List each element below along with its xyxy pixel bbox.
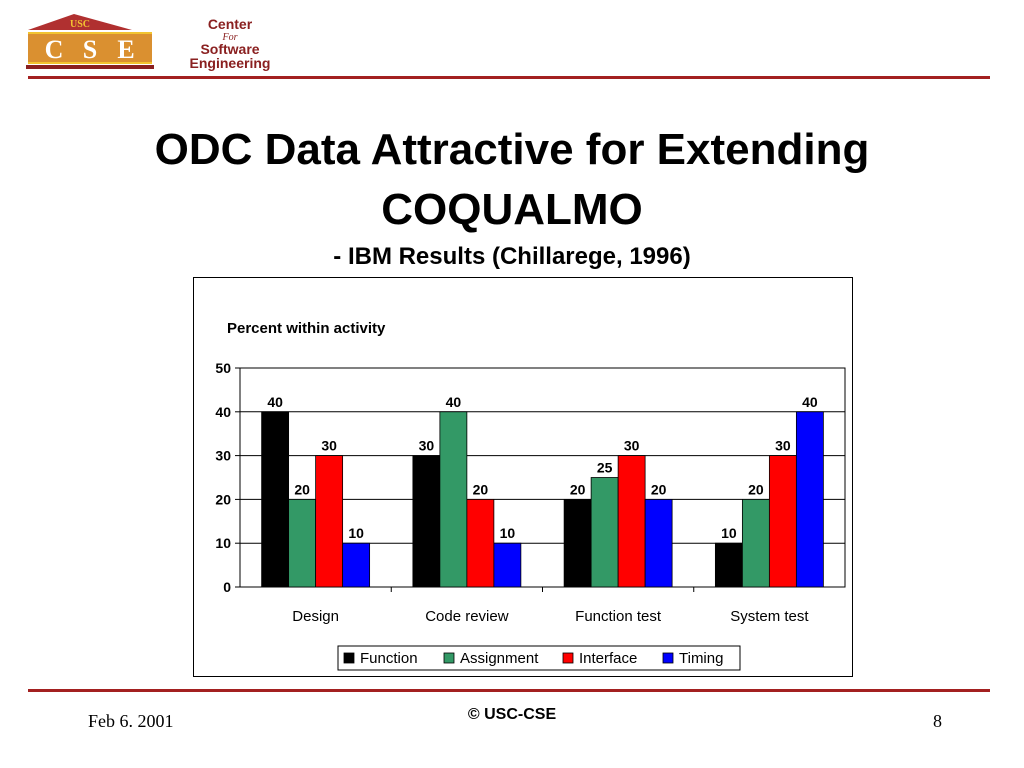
legend-swatch-timing — [662, 652, 674, 664]
data-label: 20 — [294, 481, 310, 497]
page-number: 8 — [933, 711, 942, 731]
legend-swatch-interface — [562, 652, 574, 664]
bar-timing — [342, 542, 371, 588]
legend-label-timing: Timing — [679, 650, 723, 667]
bar-assignment — [288, 498, 317, 588]
x-tick-label: Code review — [425, 608, 509, 625]
legend-label-assignment: Assignment — [460, 650, 539, 667]
header-rule — [28, 76, 990, 79]
slide-title-line1: ODC Data Attractive for Extending — [154, 125, 870, 174]
bar-timing — [644, 498, 673, 588]
slide-title-line2: COQUALMO — [381, 185, 643, 234]
x-tick-label: Function test — [575, 608, 662, 625]
data-label: 30 — [419, 438, 435, 454]
slide-subtitle: - IBM Results (Chillarege, 1996) — [333, 243, 691, 270]
bar-function — [714, 542, 743, 588]
data-label: 20 — [651, 481, 667, 497]
logo-roof — [28, 14, 132, 30]
data-label: 40 — [802, 394, 818, 410]
logo-letter-e: E — [117, 35, 134, 64]
logo-text-for: For — [222, 32, 238, 43]
data-label: 30 — [775, 438, 791, 454]
data-label: 10 — [500, 525, 516, 541]
logo-base — [26, 65, 154, 69]
legend-label-function: Function — [360, 650, 418, 667]
bar-function — [412, 455, 441, 588]
legend-swatch-function — [343, 652, 355, 664]
bar-assignment — [590, 477, 619, 588]
y-tick-label: 30 — [215, 448, 231, 464]
logo-text-engineering: Engineering — [190, 55, 271, 71]
data-label: 20 — [748, 481, 764, 497]
data-label: 40 — [446, 394, 462, 410]
chart-frame — [193, 277, 853, 677]
bar-assignment — [741, 498, 770, 588]
data-label: 10 — [721, 525, 737, 541]
logo-text-software: Software — [200, 41, 259, 57]
footer-date: Feb 6. 2001 — [88, 711, 174, 731]
y-tick-label: 10 — [215, 535, 231, 551]
x-tick-label: System test — [730, 608, 809, 625]
bar-function — [261, 411, 290, 588]
bar-timing — [493, 542, 522, 588]
footer-rule — [28, 689, 990, 692]
data-label: 20 — [570, 481, 586, 497]
chart-title: Percent within activity — [227, 320, 386, 337]
y-tick-label: 20 — [215, 491, 231, 507]
bar-interface — [466, 498, 495, 588]
bar-interface — [768, 455, 797, 588]
y-tick-label: 0 — [223, 579, 231, 595]
bar-interface — [617, 455, 646, 588]
footer-copyright: © USC-CSE — [467, 706, 557, 723]
bar-chart: Percent within activity 0 10 20 30 40 50 40 20 30… — [215, 320, 846, 671]
usc-cse-logo: USC C S E Center For Software Engineerin… — [26, 14, 271, 71]
x-tick-label: Design — [292, 608, 339, 625]
logo-band — [28, 32, 152, 64]
legend-swatch-assignment — [443, 652, 455, 664]
bar-function — [563, 498, 592, 588]
data-label: 10 — [348, 525, 364, 541]
logo-text-center: Center — [208, 16, 253, 32]
logo-letter-s: S — [83, 35, 97, 64]
logo-badge-text: USC — [70, 19, 90, 30]
y-tick-label: 50 — [215, 360, 231, 376]
y-tick-label: 40 — [215, 404, 231, 420]
data-label: 20 — [473, 481, 489, 497]
data-label: 30 — [624, 438, 640, 454]
bar-timing — [795, 411, 824, 588]
bar-interface — [315, 455, 344, 588]
legend-label-interface: Interface — [579, 650, 637, 667]
logo-letter-c: C — [45, 35, 64, 64]
data-label: 40 — [267, 394, 283, 410]
data-label: 30 — [321, 438, 337, 454]
data-label: 25 — [597, 460, 613, 476]
bar-assignment — [439, 411, 468, 588]
